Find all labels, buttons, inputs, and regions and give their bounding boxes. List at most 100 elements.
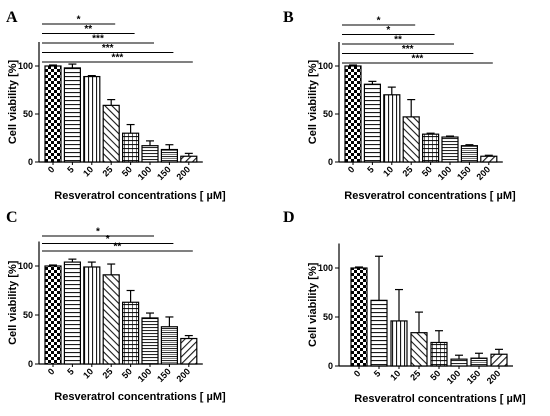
y-tick-label: 50 [23,310,33,320]
bar-0 [351,268,367,366]
panel-letter: D [283,209,295,226]
y-axis-title: Cell viability [%] [307,262,319,347]
bar-50 [423,134,439,162]
bar-100 [451,359,467,366]
bar-150 [161,327,177,364]
y-tick-label: 100 [18,261,33,271]
y-tick-label: 100 [18,61,33,71]
x-tick-label: 200 [475,164,493,182]
bar-200 [181,156,197,162]
bar-25 [411,333,427,366]
x-tick-label: 200 [485,368,503,386]
x-tick-label: 50 [120,366,134,380]
x-tick-label: 10 [81,366,95,380]
x-tick-label: 0 [352,368,363,379]
x-tick-label: 0 [46,164,57,175]
y-tick-label: 0 [28,359,33,369]
x-tick-label: 100 [436,164,454,182]
bar-200 [491,354,507,366]
bar-5 [371,300,387,366]
y-tick-label: 100 [318,263,333,273]
x-tick-label: 25 [408,368,422,382]
bar-0 [345,66,361,162]
bar-50 [123,133,139,162]
significance-label: * [106,234,110,245]
x-tick-label: 25 [100,164,114,178]
significance-label: * [77,15,81,26]
bar-0 [45,66,61,162]
x-tick-label: 50 [120,164,134,178]
x-axis-title: Resveratrol concentrations [ µM] [54,190,226,202]
bar-25 [103,105,119,162]
bar-50 [431,342,447,366]
significance-label: *** [412,54,424,65]
panel-letter: A [6,9,18,26]
x-tick-label: 5 [365,164,376,175]
x-tick-label: 150 [455,164,473,182]
bar-10 [84,77,100,162]
x-tick-label: 0 [46,366,57,377]
y-tick-label: 0 [328,361,333,371]
significance-label: *** [112,53,124,64]
y-tick-label: 50 [323,109,333,119]
significance-label: ** [394,35,402,46]
y-tick-label: 0 [328,157,333,167]
y-tick-label: 100 [318,61,333,71]
bar-0 [45,266,61,364]
significance-label: ** [114,242,122,253]
bar-5 [64,262,80,364]
x-axis-title: Resveratrol concentrations [ µM] [354,393,526,405]
x-tick-label: 10 [388,368,402,382]
x-tick-label: 25 [100,366,114,380]
bar-50 [123,302,139,364]
bar-10 [391,321,407,366]
bar-5 [364,84,380,162]
x-tick-label: 200 [175,366,193,384]
x-tick-label: 10 [381,164,395,178]
x-tick-label: 150 [155,164,173,182]
y-axis-title: Cell viability [%] [7,260,19,345]
bar-100 [142,146,158,162]
bar-25 [403,117,419,162]
y-tick-label: 50 [23,109,33,119]
x-tick-label: 150 [465,368,483,386]
bar-10 [384,95,400,162]
x-tick-label: 50 [420,164,434,178]
y-axis-title: Cell viability [%] [7,59,19,144]
x-tick-label: 100 [136,366,154,384]
significance-label: * [96,227,100,238]
x-axis-title: Resveratrol concentrations [ µM] [54,391,226,403]
bar-25 [103,275,119,364]
x-tick-label: 10 [81,164,95,178]
bar-150 [471,358,487,366]
y-tick-label: 50 [323,312,333,322]
bar-150 [161,150,177,162]
bar-200 [481,156,497,162]
panel-letter: B [283,9,294,26]
bar-10 [84,267,100,364]
x-tick-label: 0 [346,164,357,175]
bar-5 [64,68,80,162]
x-tick-label: 100 [136,164,154,182]
panel-letter: C [6,209,18,226]
x-tick-label: 200 [175,164,193,182]
x-tick-label: 5 [65,164,76,175]
bar-150 [461,146,477,162]
x-axis-title: Resveratrol concentrations [ µM] [344,190,516,202]
x-tick-label: 50 [428,368,442,382]
x-tick-label: 25 [400,164,414,178]
bar-100 [142,318,158,364]
significance-label: ** [84,24,92,35]
significance-label: * [386,25,390,36]
x-tick-label: 5 [372,368,383,379]
y-tick-label: 0 [28,157,33,167]
bar-200 [181,339,197,364]
x-tick-label: 150 [155,366,173,384]
bar-100 [442,137,458,162]
x-tick-label: 100 [445,368,463,386]
